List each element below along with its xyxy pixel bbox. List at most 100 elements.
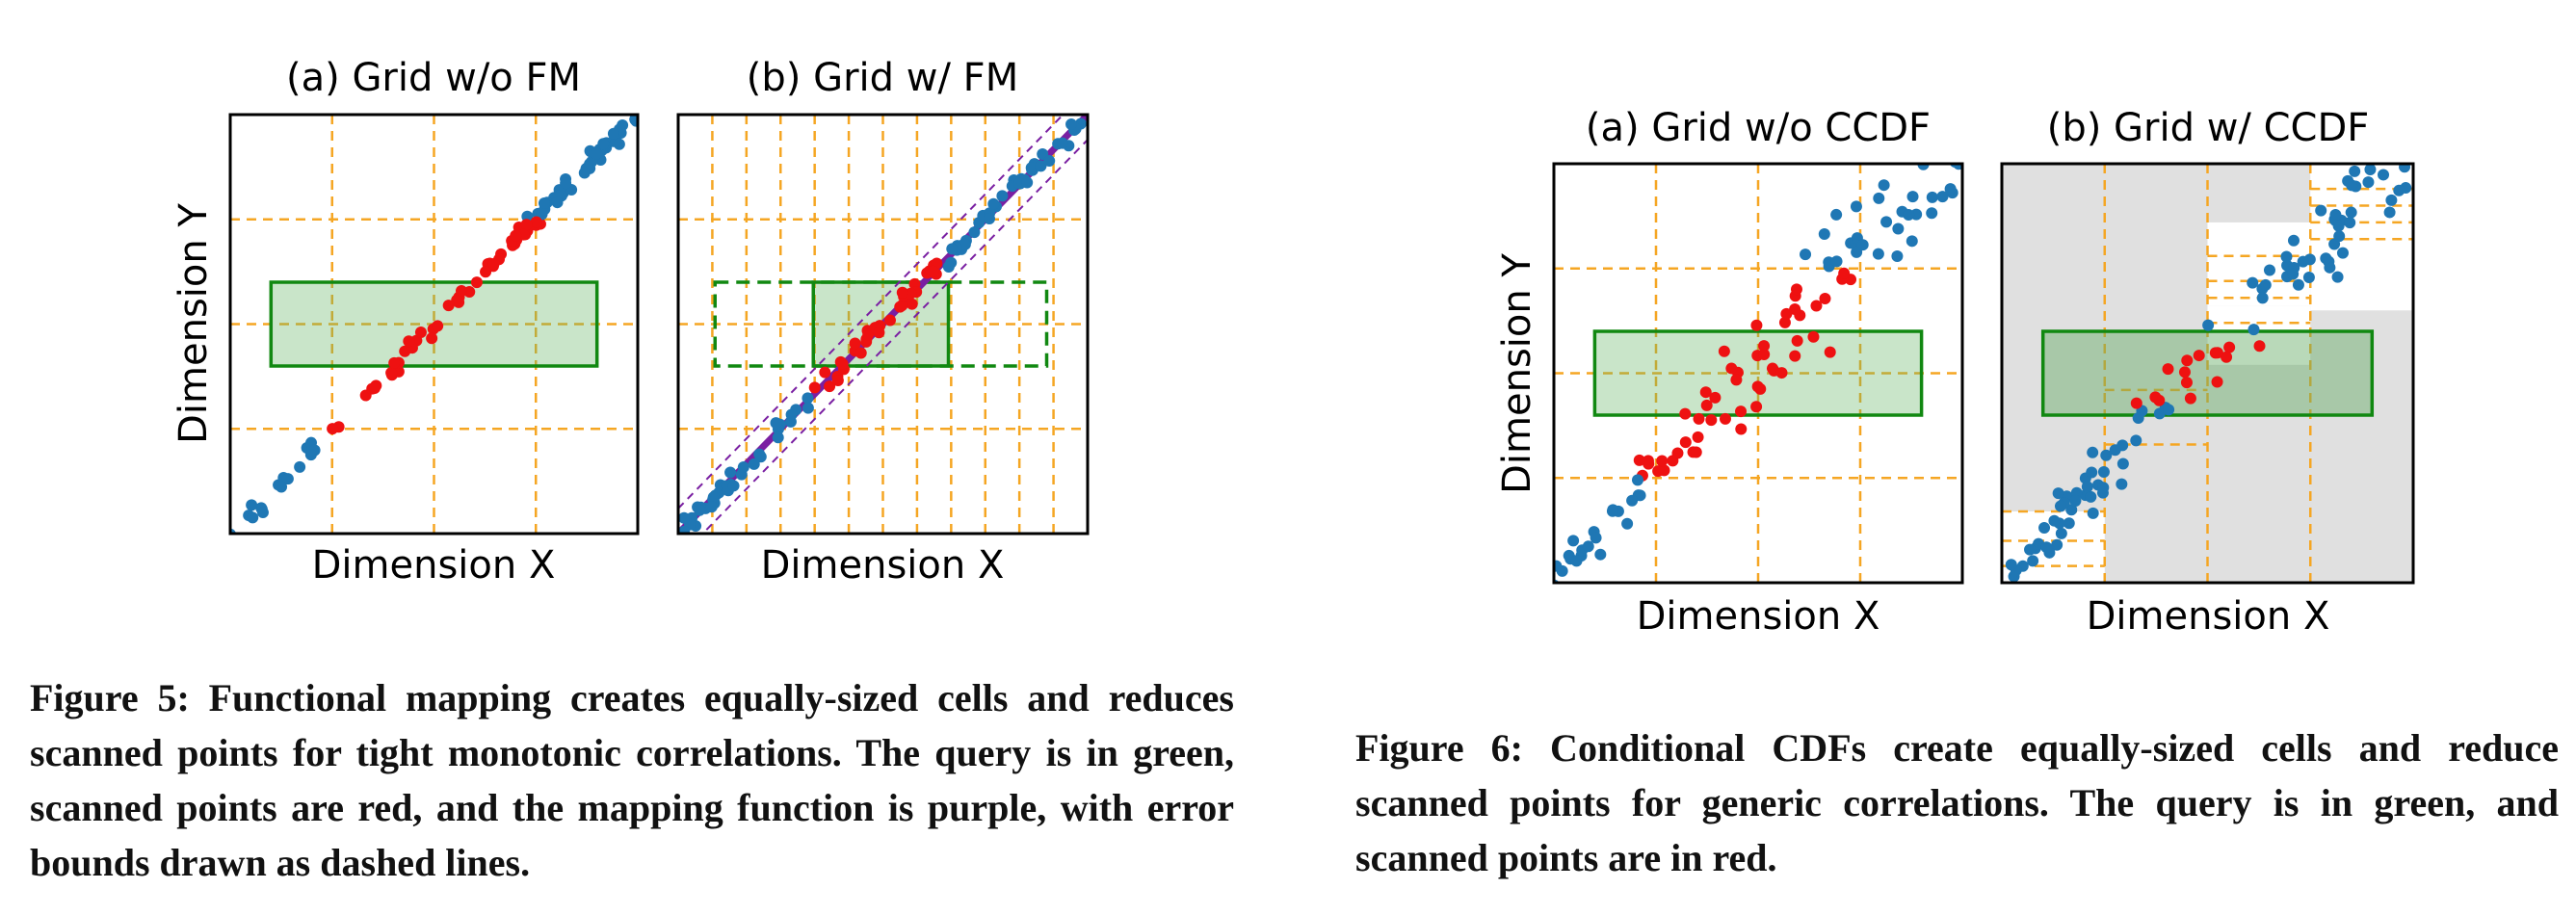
point [2087, 446, 2099, 458]
point [1789, 302, 1801, 315]
point [2202, 319, 2215, 331]
point [2263, 264, 2275, 276]
point [2403, 143, 2414, 154]
point [1719, 412, 1731, 425]
point [1830, 255, 1843, 268]
point [772, 431, 784, 444]
point [414, 326, 427, 338]
panel-title: (b) Grid w/ CCDF [2047, 106, 2370, 150]
panel [1554, 139, 1962, 583]
point [281, 473, 294, 485]
point [1554, 560, 1563, 572]
point [1735, 405, 1748, 418]
point [727, 480, 740, 492]
point [724, 466, 737, 479]
point [824, 380, 836, 393]
point [2100, 449, 2113, 461]
point [1692, 431, 1704, 443]
point [1766, 362, 1778, 375]
point [2040, 541, 2053, 554]
point [2027, 555, 2039, 567]
point [225, 536, 237, 548]
y-label: Dimension Y [171, 203, 216, 444]
point [560, 177, 572, 190]
point [2331, 271, 2344, 283]
point [927, 265, 939, 277]
point [2302, 272, 2315, 284]
point [388, 356, 401, 369]
point [1944, 183, 1957, 196]
y-label: Dimension Y [1495, 253, 1539, 494]
point [1043, 154, 1056, 167]
point [2116, 458, 2129, 470]
point [1690, 446, 1702, 458]
point [1947, 139, 1958, 150]
x-label: Dimension X [761, 543, 1005, 588]
point [2385, 194, 2398, 206]
point [1850, 200, 1862, 213]
point [1570, 555, 1583, 567]
point [1906, 235, 1918, 248]
point [1035, 160, 1047, 172]
point [1892, 222, 1905, 235]
point [1758, 340, 1771, 353]
point [1634, 489, 1646, 502]
point [1699, 386, 1712, 399]
point [2193, 350, 2205, 362]
point [1790, 283, 1802, 296]
point [996, 190, 1009, 202]
point [1567, 535, 1580, 547]
point [1725, 362, 1738, 375]
point [1949, 164, 1961, 168]
frame [2000, 162, 2415, 585]
point [2065, 504, 2078, 516]
point [2399, 164, 2411, 173]
point [802, 402, 814, 414]
point [1758, 349, 1771, 361]
point [294, 460, 306, 473]
point [1631, 474, 1643, 486]
point [368, 382, 381, 395]
point [2005, 559, 2017, 571]
point [530, 216, 542, 228]
point [819, 366, 831, 379]
point [1021, 176, 1034, 189]
point [1873, 192, 1885, 204]
panel [678, 115, 1088, 534]
point [748, 458, 760, 470]
point [2048, 514, 2061, 527]
point [2223, 341, 2236, 353]
point [1838, 267, 1851, 279]
point [1709, 391, 1722, 404]
point [607, 127, 619, 140]
point [707, 491, 720, 504]
point [1872, 248, 1884, 260]
panel-title: (a) Grid w/o FM [286, 56, 581, 100]
point [1789, 350, 1801, 362]
point [836, 357, 849, 370]
point [1705, 414, 1718, 427]
caption: Figure 6: Conditional CDFs create equall… [1355, 726, 2559, 879]
point [2085, 490, 2097, 503]
point [1621, 517, 1634, 530]
point [2211, 347, 2223, 359]
point [1679, 436, 1692, 449]
panel-title: (a) Grid w/o CCDF [1586, 106, 1931, 150]
point [2081, 481, 2093, 493]
x-label: Dimension X [1637, 594, 1880, 639]
frame [676, 113, 1090, 536]
point [854, 347, 867, 359]
error-bound [701, 139, 1088, 534]
point [906, 298, 918, 310]
point [247, 511, 259, 524]
point [2211, 376, 2223, 388]
point [403, 335, 415, 348]
point [1658, 464, 1670, 477]
point [597, 138, 610, 150]
point [1819, 293, 1831, 305]
point [959, 238, 971, 250]
panel [225, 115, 638, 548]
point [1906, 191, 1919, 203]
